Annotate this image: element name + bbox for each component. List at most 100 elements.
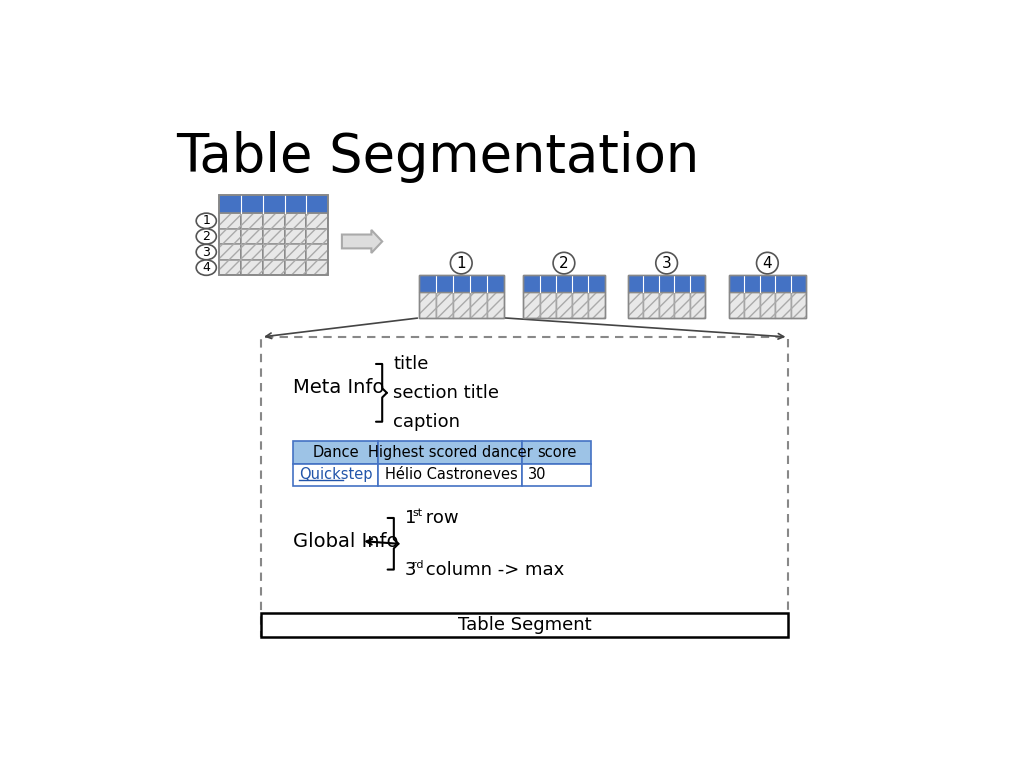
Bar	[791, 293, 806, 318]
Bar	[540, 293, 556, 318]
Bar	[285, 244, 306, 260]
Bar	[744, 293, 760, 318]
Bar	[285, 213, 306, 229]
Bar	[419, 293, 435, 318]
Bar	[241, 244, 263, 260]
Text: column -> max: column -> max	[420, 561, 564, 578]
Bar	[241, 213, 263, 229]
Text: 2: 2	[559, 256, 568, 270]
Bar	[293, 441, 378, 464]
Bar	[285, 260, 306, 276]
Text: 1: 1	[203, 214, 210, 227]
Bar	[435, 293, 453, 318]
Bar	[241, 244, 263, 260]
Text: Hélio Castroneves: Hélio Castroneves	[385, 468, 517, 482]
Bar	[729, 293, 744, 318]
Bar	[419, 276, 504, 318]
Bar	[263, 244, 285, 260]
Text: score: score	[537, 445, 577, 460]
Ellipse shape	[197, 260, 216, 275]
Bar	[306, 213, 328, 229]
Text: title: title	[393, 355, 428, 373]
Bar	[263, 244, 285, 260]
Text: 4: 4	[203, 261, 210, 274]
Bar	[540, 293, 556, 318]
Bar	[285, 229, 306, 244]
Bar	[419, 276, 504, 293]
Bar	[219, 244, 241, 260]
Bar	[263, 260, 285, 276]
Bar	[589, 293, 604, 318]
Bar	[675, 293, 690, 318]
Text: 2: 2	[203, 230, 210, 243]
Text: 4: 4	[763, 256, 772, 270]
Bar	[263, 213, 285, 229]
Bar	[521, 464, 592, 485]
Bar	[261, 337, 788, 637]
Text: Meta Info: Meta Info	[293, 378, 384, 396]
Bar	[729, 276, 806, 293]
Ellipse shape	[655, 253, 678, 274]
Bar	[572, 293, 589, 318]
Text: caption: caption	[393, 412, 460, 431]
Text: Dance: Dance	[312, 445, 359, 460]
Text: row: row	[420, 509, 459, 527]
Bar	[219, 260, 241, 276]
Text: section title: section title	[393, 384, 499, 402]
Bar	[219, 213, 241, 229]
Bar	[219, 229, 241, 244]
Bar	[675, 293, 690, 318]
FancyArrow shape	[342, 230, 382, 253]
Bar	[241, 229, 263, 244]
Bar	[486, 293, 504, 318]
Bar	[643, 293, 658, 318]
Text: 30: 30	[528, 468, 547, 482]
Text: 1: 1	[457, 256, 466, 270]
Bar	[306, 260, 328, 276]
Bar	[775, 293, 791, 318]
Bar	[285, 213, 306, 229]
Bar	[285, 244, 306, 260]
Bar	[628, 293, 643, 318]
Bar	[453, 293, 470, 318]
Bar	[219, 213, 241, 229]
Ellipse shape	[451, 253, 472, 274]
Bar	[241, 213, 263, 229]
Bar	[306, 229, 328, 244]
Bar	[241, 229, 263, 244]
Bar	[470, 293, 486, 318]
Bar	[791, 293, 806, 318]
Ellipse shape	[197, 214, 216, 229]
Text: 3: 3	[662, 256, 672, 270]
Bar	[523, 276, 604, 318]
Bar	[263, 229, 285, 244]
Bar	[643, 293, 658, 318]
Bar	[263, 260, 285, 276]
Bar	[523, 276, 604, 293]
Bar	[572, 293, 589, 318]
Bar	[628, 276, 706, 318]
Ellipse shape	[197, 244, 216, 260]
Bar	[760, 293, 775, 318]
Bar	[453, 293, 470, 318]
Bar	[435, 293, 453, 318]
Bar	[378, 464, 521, 485]
Bar	[293, 464, 378, 485]
Bar	[658, 293, 675, 318]
Bar	[690, 293, 706, 318]
Bar	[628, 293, 643, 318]
Bar	[523, 293, 540, 318]
Text: 1: 1	[404, 509, 416, 527]
Text: st: st	[413, 508, 423, 518]
Bar	[744, 293, 760, 318]
Bar	[306, 260, 328, 276]
Bar	[378, 441, 521, 464]
Bar	[729, 293, 744, 318]
Bar	[556, 293, 572, 318]
Bar	[219, 260, 241, 276]
Bar	[306, 229, 328, 244]
Bar	[285, 260, 306, 276]
Text: Quickstep: Quickstep	[299, 468, 373, 482]
Bar	[219, 194, 328, 276]
Bar	[219, 244, 241, 260]
